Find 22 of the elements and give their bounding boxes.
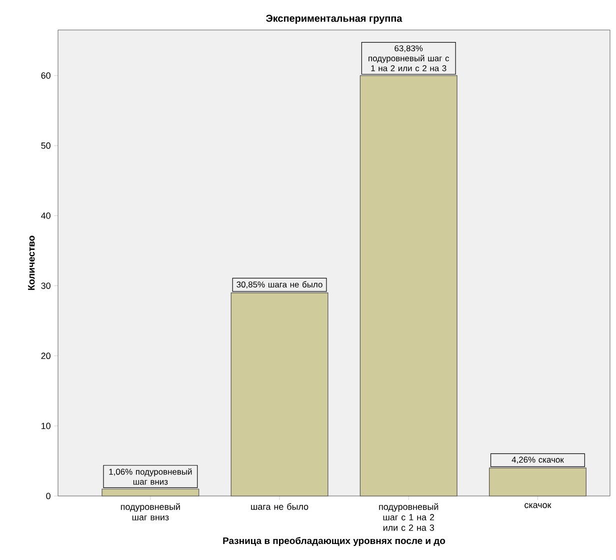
y-tick-label: 0 bbox=[46, 492, 50, 500]
y-tick-label: 60 bbox=[41, 72, 50, 79]
y-tick-label: 10 bbox=[42, 422, 50, 430]
y-tick-label: 50 bbox=[41, 142, 50, 149]
bar bbox=[489, 468, 586, 496]
annotation: 4,26% скачок bbox=[512, 456, 564, 464]
bar bbox=[360, 75, 458, 496]
x-tick-label: шага не было bbox=[251, 503, 308, 510]
x-tick-label: скачок bbox=[524, 503, 552, 508]
chart-title: Экспериментальная группа bbox=[266, 14, 402, 24]
x-tick-label: подуровневый шаг вниз bbox=[120, 503, 180, 520]
y-tick-label: 20 bbox=[41, 352, 50, 360]
x-axis-title: Разница в преобладающих уровнях после и до bbox=[223, 537, 446, 546]
annotation: 30,85% шага не было bbox=[236, 281, 322, 288]
bar bbox=[102, 488, 200, 496]
annotation: 63,83% подуровневый шаг с 1 на 2 или с 2 на 3 bbox=[368, 45, 450, 72]
y-tick-label: 40 bbox=[41, 212, 50, 219]
y-axis-title: Количество bbox=[28, 236, 35, 290]
y-tick-label: 30 bbox=[41, 282, 50, 289]
bar bbox=[230, 292, 328, 496]
annotation: 1,06% подуровневый шаг вниз bbox=[109, 468, 192, 485]
x-tick-label: подуровневый шаг с 1 на 2 или с 2 на 3 bbox=[379, 503, 438, 531]
